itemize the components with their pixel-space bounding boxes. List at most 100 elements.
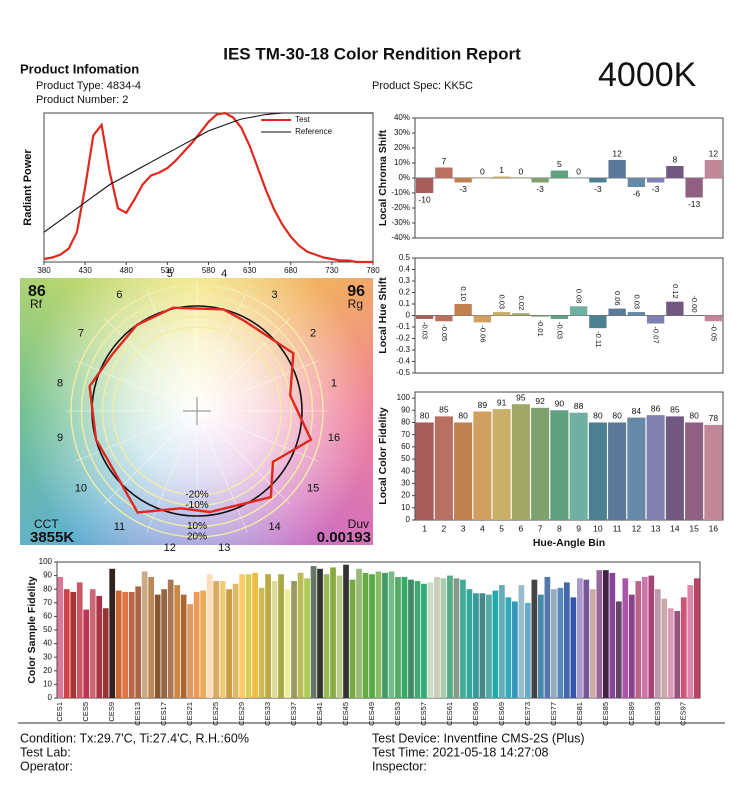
bar	[563, 582, 570, 698]
bar	[511, 404, 530, 520]
x-tick-label: 13	[651, 523, 661, 533]
bar	[589, 589, 596, 698]
x-tick-label: CES81	[575, 702, 584, 726]
bar	[589, 178, 607, 183]
x-tick-label: CES5	[81, 702, 90, 722]
value-label: 12	[612, 148, 622, 158]
x-tick-label: CES73	[523, 702, 532, 726]
y-tick-label: -0.2	[396, 334, 410, 343]
x-tick-label: CES89	[627, 702, 636, 726]
cct-value: 3855K	[30, 529, 74, 546]
bar	[388, 571, 395, 698]
y-axis-label: Local Hue Shift	[377, 277, 389, 354]
bar	[226, 589, 232, 698]
rg-label: Rg	[348, 297, 363, 311]
bar	[336, 575, 343, 698]
x-tick-label: 380	[37, 266, 51, 275]
y-tick-label: 0.3	[399, 276, 411, 285]
bar	[505, 597, 512, 698]
x-tick-label: CES49	[367, 702, 376, 726]
condition: Condition: Tx:29.7'C, Ti:27.4'C, R.H.:60…	[20, 731, 249, 745]
value-label: 95	[516, 392, 526, 402]
bar	[70, 591, 77, 698]
x-tick-label: 1	[422, 523, 427, 533]
bin-label: 10	[75, 482, 87, 494]
bar	[219, 581, 226, 698]
bar	[141, 571, 148, 698]
bar	[569, 178, 588, 179]
x-tick-label: CES85	[601, 702, 610, 726]
bar	[154, 594, 161, 698]
value-label: 88	[574, 401, 584, 411]
y-tick-label: -0.3	[396, 345, 410, 354]
y-tick-label: 60	[401, 442, 410, 451]
value-label: 0.03	[498, 294, 507, 309]
chroma-ring	[101, 315, 293, 507]
bar	[356, 568, 362, 698]
y-tick-label: -10%	[391, 188, 410, 197]
y-tick-label: 90	[401, 405, 410, 414]
bar	[83, 609, 90, 698]
y-tick-label: 30	[43, 652, 52, 661]
x-tick-label: CES17	[159, 702, 168, 726]
bar	[193, 591, 200, 698]
bar	[512, 313, 530, 316]
x-tick-label: CES13	[133, 702, 142, 726]
product-number: Product Number: 2	[36, 94, 128, 106]
bar	[239, 574, 245, 698]
bar	[704, 160, 723, 178]
y-tick-label: 50	[401, 454, 410, 463]
operator: Operator:	[20, 759, 73, 773]
bar	[434, 416, 453, 520]
value-label: 5	[557, 159, 562, 169]
value-label: 80	[420, 411, 430, 421]
bar	[512, 601, 518, 698]
x-tick-label: CES69	[497, 702, 506, 726]
bar	[492, 312, 511, 316]
x-tick-label: CES97	[679, 702, 688, 726]
bar	[550, 315, 569, 319]
bin-label: 9	[57, 432, 63, 444]
value-label: -3	[536, 184, 544, 194]
bar	[641, 576, 648, 698]
product-type: Product Type: 4834-4	[36, 80, 141, 92]
radial-guide	[196, 410, 248, 533]
bar	[447, 575, 453, 698]
value-label: 84	[632, 406, 642, 416]
bar	[317, 568, 323, 698]
bar	[492, 409, 511, 520]
bar	[576, 578, 583, 698]
y-tick-label: -0.5	[396, 368, 410, 377]
series-line	[43, 111, 373, 264]
value-label: 12	[709, 148, 719, 158]
bar	[440, 578, 447, 698]
x-tick-label: 3	[461, 523, 466, 533]
y-tick-label: 0.5	[399, 253, 411, 262]
bar	[550, 170, 569, 178]
radial-guide	[196, 410, 291, 505]
bin-label: 12	[164, 542, 176, 554]
y-tick-label: 40	[401, 466, 410, 475]
y-tick-label: 90	[43, 571, 52, 580]
bar	[518, 585, 525, 698]
bar	[421, 583, 427, 698]
bar	[401, 576, 408, 698]
bar	[427, 582, 434, 698]
radial-guide	[146, 410, 198, 533]
ring-label: 20%	[187, 532, 207, 543]
bar	[685, 422, 704, 520]
bar	[531, 315, 549, 317]
bin-label: 16	[328, 432, 340, 444]
legend-label: Test	[295, 115, 310, 124]
bar	[685, 178, 703, 198]
bar	[200, 590, 206, 698]
ring-label: -10%	[185, 500, 208, 511]
value-label: 0	[519, 166, 524, 176]
bar	[608, 422, 627, 520]
bar	[414, 581, 421, 698]
bar	[569, 306, 588, 316]
bar	[687, 585, 694, 698]
bar	[492, 176, 511, 178]
series-line	[43, 112, 373, 233]
bin-label: 14	[268, 521, 280, 533]
